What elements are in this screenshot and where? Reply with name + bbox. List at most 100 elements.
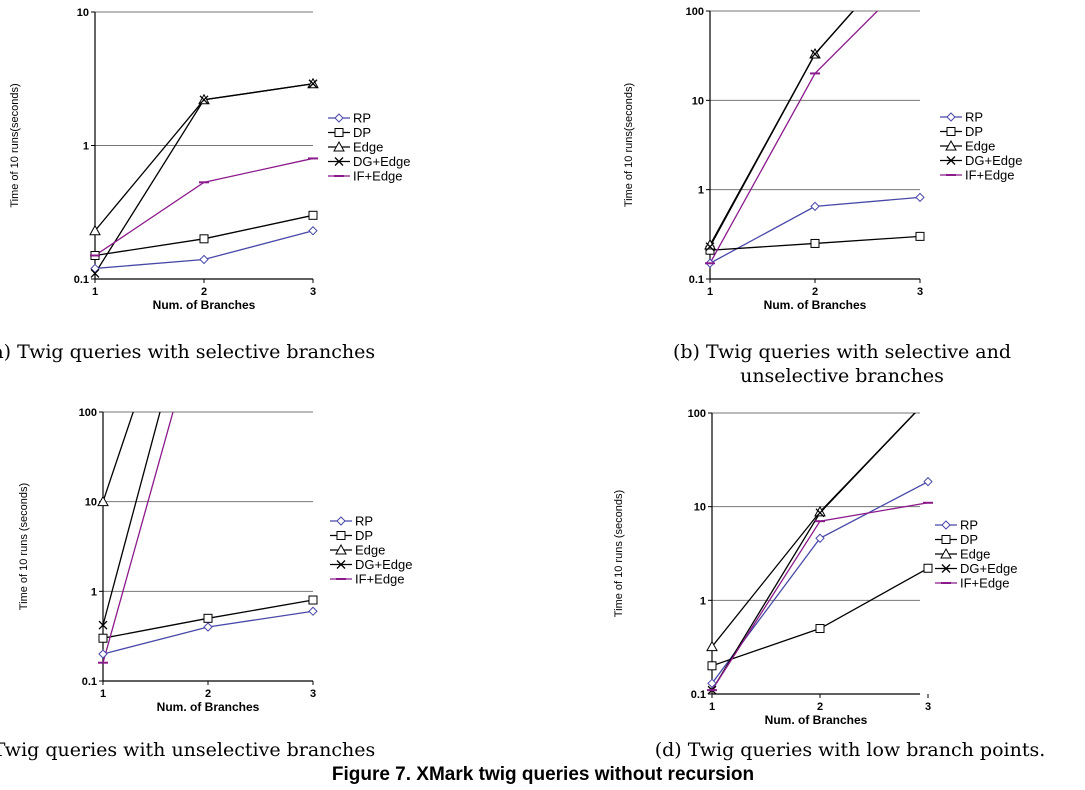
series-line-if-edge <box>710 11 879 264</box>
data-point-rp <box>308 226 318 236</box>
data-point-rp <box>923 476 933 487</box>
y-tick-label: 0.1 <box>689 274 704 286</box>
series-line-dg-edge <box>95 83 314 274</box>
legend-label: RP <box>353 111 371 126</box>
data-point-dg-edge <box>199 95 209 105</box>
legend-label: RP <box>355 514 373 529</box>
legend-marker-dg-edge <box>334 157 344 166</box>
legend-label: DG+Edge <box>355 557 412 572</box>
data-point-dp <box>915 231 925 241</box>
legend-label: DP <box>355 528 373 543</box>
data-point-edge <box>706 640 718 652</box>
markers <box>704 47 925 268</box>
plot-area <box>710 11 921 264</box>
series-line-edge <box>95 83 314 232</box>
legend-label: DP <box>960 532 978 547</box>
series-line-edge <box>712 413 916 648</box>
legend-marker-edge <box>940 547 952 559</box>
legend-label: IF+Edge <box>960 576 1010 591</box>
data-point-rp <box>815 533 825 543</box>
data-point-rp <box>90 263 100 274</box>
data-point-dp <box>810 238 820 248</box>
legend-label: DP <box>965 124 983 139</box>
data-point-dg-edge <box>705 242 715 252</box>
x-axis-label: Num. of Branches <box>153 298 256 312</box>
x-tick-label: 2 <box>817 701 823 713</box>
y-tick-label: 10 <box>694 502 706 514</box>
legend-marker-rp <box>334 113 344 123</box>
caption: (a) Twig queries with selective branches <box>0 341 375 363</box>
legend-label: DG+Edge <box>960 561 1017 576</box>
y-tick-label: 100 <box>686 6 704 18</box>
y-tick-label: 10 <box>77 7 89 19</box>
data-point-rp <box>308 606 318 616</box>
data-point-dp <box>308 210 318 220</box>
legend-marker-edge <box>335 543 347 555</box>
legend-label: RP <box>960 518 978 533</box>
legend-marker-dp <box>334 128 344 137</box>
data-point-dp <box>98 633 108 643</box>
markers <box>706 476 933 695</box>
legend-marker-dp <box>941 535 951 544</box>
x-tick-label: 3 <box>917 286 923 298</box>
legend-marker-rp <box>336 516 346 526</box>
legend-label: DG+Edge <box>353 154 410 169</box>
x-tick-label: 2 <box>812 286 818 298</box>
data-point-rp <box>199 254 209 265</box>
x-axis-label: Num. of Branches <box>764 298 867 312</box>
markers <box>89 77 319 278</box>
data-point-dp <box>923 563 933 573</box>
caption: unselective branches <box>740 365 944 387</box>
caption: (d) Twig queries with low branch points. <box>655 739 1046 761</box>
legend-label: Edge <box>355 543 385 558</box>
series-line-dg-edge <box>712 413 916 691</box>
data-point-edge <box>814 505 826 517</box>
y-tick-label: 1 <box>91 586 97 598</box>
legend-label: DG+Edge <box>965 153 1022 168</box>
data-point-rp <box>707 678 717 689</box>
y-axis-label: Time of 10 runs(seconds) <box>9 83 21 207</box>
y-tick-label: 1 <box>700 595 706 607</box>
x-tick-label: 3 <box>925 701 931 713</box>
y-axis-label: Time of 10 runs (seconds) <box>18 483 30 610</box>
y-tick-label: 0.1 <box>82 676 97 688</box>
legend-marker-dp <box>336 531 346 540</box>
caption: (b) Twig queries with selective and <box>673 341 1011 363</box>
data-point-rp <box>98 649 108 659</box>
x-tick-label: 3 <box>310 286 316 298</box>
data-point-dg-edge <box>98 620 108 630</box>
x-tick-label: 1 <box>100 688 106 700</box>
data-point-dp <box>308 595 318 605</box>
series-line-if-edge <box>103 412 174 663</box>
y-tick-label: 1 <box>83 141 89 153</box>
data-point-dp <box>199 234 209 244</box>
y-axis-label: Time of 10 runs(seconds) <box>623 83 635 207</box>
data-point-rp <box>203 622 213 632</box>
x-tick-label: 2 <box>205 688 211 700</box>
y-tick-label: 10 <box>85 497 97 509</box>
data-point-dg-edge <box>815 508 825 518</box>
caption: c) Twig queries with unselective branche… <box>0 739 375 761</box>
data-point-dg-edge <box>90 269 100 278</box>
plot-area <box>712 413 929 691</box>
y-tick-label: 100 <box>79 407 97 419</box>
series-line-dg-edge <box>103 412 161 626</box>
y-tick-label: 100 <box>688 408 706 420</box>
legend-label: Edge <box>965 139 995 154</box>
series-line-dp <box>712 567 929 667</box>
legend-label: IF+Edge <box>355 572 405 587</box>
data-point-dp <box>707 661 717 671</box>
x-tick-label: 1 <box>707 286 713 298</box>
data-point-dp <box>203 613 213 623</box>
legend-label: DP <box>353 125 371 140</box>
legend-label: RP <box>965 110 983 125</box>
legend-marker-dg-edge <box>941 564 951 573</box>
series-line-edge <box>103 412 134 502</box>
